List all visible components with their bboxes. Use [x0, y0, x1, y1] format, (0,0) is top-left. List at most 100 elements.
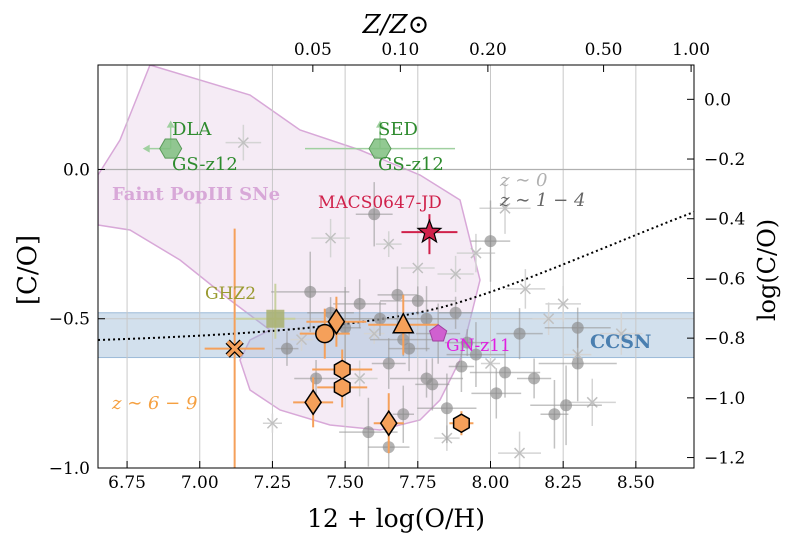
x-top-tick-label: 0.50	[585, 40, 623, 60]
z1-4-point	[440, 402, 453, 415]
label-gn-z11: GN-z11	[446, 336, 511, 356]
z1-4-point	[382, 357, 395, 370]
y-right-tick-label: −0.6	[704, 269, 745, 289]
ticks: 6.75 7.00 7.25 7.50 7.75 8.00 8.25 8.50 −1.0 −0.5…	[49, 40, 746, 493]
x-tick-label: 8.50	[617, 473, 655, 493]
z6-9-point	[333, 377, 351, 398]
x-top-tick-label: 0.05	[294, 40, 332, 60]
label-gs-z12-sed: GS-z12	[378, 154, 444, 175]
z6-9-point	[379, 409, 398, 437]
x-top-tick-label: 0.10	[381, 40, 419, 60]
z0-point	[237, 137, 249, 149]
y-right-tick-label: −0.4	[704, 210, 745, 230]
z6-9-point	[452, 413, 470, 434]
z1-4-point	[484, 235, 497, 248]
ccsn-band	[98, 312, 694, 359]
z1-4-point	[420, 312, 433, 325]
z0-point	[325, 232, 337, 244]
z0-point	[450, 268, 462, 280]
z0-point	[484, 357, 497, 370]
z1-4-point	[560, 399, 573, 412]
gs-z12-sed-arrow-head	[376, 120, 385, 128]
z1-4-point	[391, 288, 404, 301]
z6-9-point	[315, 323, 335, 344]
x-tick-label: 7.00	[181, 473, 219, 493]
x-axis-title: 12 + log(O/H)	[307, 504, 485, 533]
z1-4-point	[461, 336, 474, 349]
y-right-tick-label: −1.0	[704, 389, 745, 409]
z1-4-point	[304, 285, 317, 298]
x-tick-label: 7.50	[326, 473, 364, 493]
data-points	[142, 120, 643, 468]
z1-4-point	[368, 208, 381, 221]
ghz2-point	[266, 309, 285, 328]
z1-4-point	[403, 342, 416, 355]
label-ccsn: CCSN	[590, 331, 651, 353]
y-axis-right-title: log(C/O)	[753, 219, 781, 321]
z1-4-point	[362, 426, 375, 439]
z0-point	[412, 262, 424, 274]
gn-z11-point	[429, 324, 448, 342]
x-axis-top-title: Z/Z⊙	[362, 10, 430, 40]
z1-4-point	[353, 297, 366, 310]
label-gs-z12-dla: GS-z12	[172, 154, 238, 175]
z0-point	[383, 238, 395, 250]
y-tick-label: −0.5	[49, 310, 90, 330]
y-right-tick-label: −0.2	[704, 150, 745, 170]
z1-4-point	[548, 408, 561, 421]
macs0647-point	[416, 218, 443, 244]
z1-4-point	[411, 294, 424, 307]
z6-9-point	[226, 340, 243, 357]
z0-point	[557, 298, 569, 310]
z0-point	[519, 283, 531, 295]
z1-4-point	[455, 360, 468, 373]
z6-9-point	[392, 312, 415, 334]
z1-4-point	[513, 327, 526, 340]
faint-popiii-region	[98, 65, 481, 431]
z0-point	[514, 447, 526, 459]
y-right-tick-label: −0.8	[704, 329, 745, 349]
label-z6-9: z ∼ 6 − 9	[111, 393, 197, 414]
gs-z12-dla-point	[159, 138, 183, 159]
gs-z12-dla-arrow-head	[166, 120, 175, 128]
z6-9-point	[327, 308, 346, 336]
z1-4-point	[374, 312, 387, 325]
z1-4-point	[280, 342, 293, 355]
z1-4-point	[490, 387, 503, 400]
z6-9-point	[304, 388, 323, 416]
z1-4-point	[449, 306, 462, 319]
z1-4-point	[571, 357, 584, 370]
gs-z12-dla-arrow-head	[142, 144, 150, 153]
y-tick-label: 0.0	[63, 160, 90, 180]
plot-frame	[97, 64, 695, 469]
x-top-tick-label: 0.20	[469, 40, 507, 60]
x-tick-label: 7.75	[399, 473, 437, 493]
z0-point	[499, 202, 511, 214]
z0-point	[295, 334, 308, 346]
x-tick-label: 8.25	[544, 473, 582, 493]
label-sed: SED	[378, 119, 418, 140]
label-ghz2: GHZ2	[205, 284, 256, 304]
z1-4-point	[469, 348, 482, 361]
label-dla: DLA	[172, 119, 212, 140]
x-tick-label: 6.75	[108, 473, 146, 493]
x-tick-label: 7.25	[254, 473, 292, 493]
z1-4-point	[310, 372, 323, 385]
z0-point	[615, 328, 627, 340]
z0-point	[266, 417, 278, 429]
label-faint-popiii: Faint PopIII SNe	[112, 184, 280, 205]
y-right-tick-label: −1.2	[704, 449, 745, 469]
label-z0: z ∼ 0	[499, 170, 547, 191]
z0-point	[543, 313, 555, 325]
y-axis-title: [C/O]	[13, 235, 43, 305]
y-right-tick-label: 0.0	[704, 90, 731, 110]
x-tick-label: 8.00	[472, 473, 510, 493]
z0-point	[354, 372, 366, 384]
y-tick-label: −1.0	[49, 459, 90, 479]
gs-z12-sed-point	[368, 138, 392, 159]
x-top-tick-label: 1.00	[672, 40, 710, 60]
z1-4-point	[528, 372, 541, 385]
z0-point	[470, 247, 482, 259]
z0-point	[368, 328, 380, 340]
